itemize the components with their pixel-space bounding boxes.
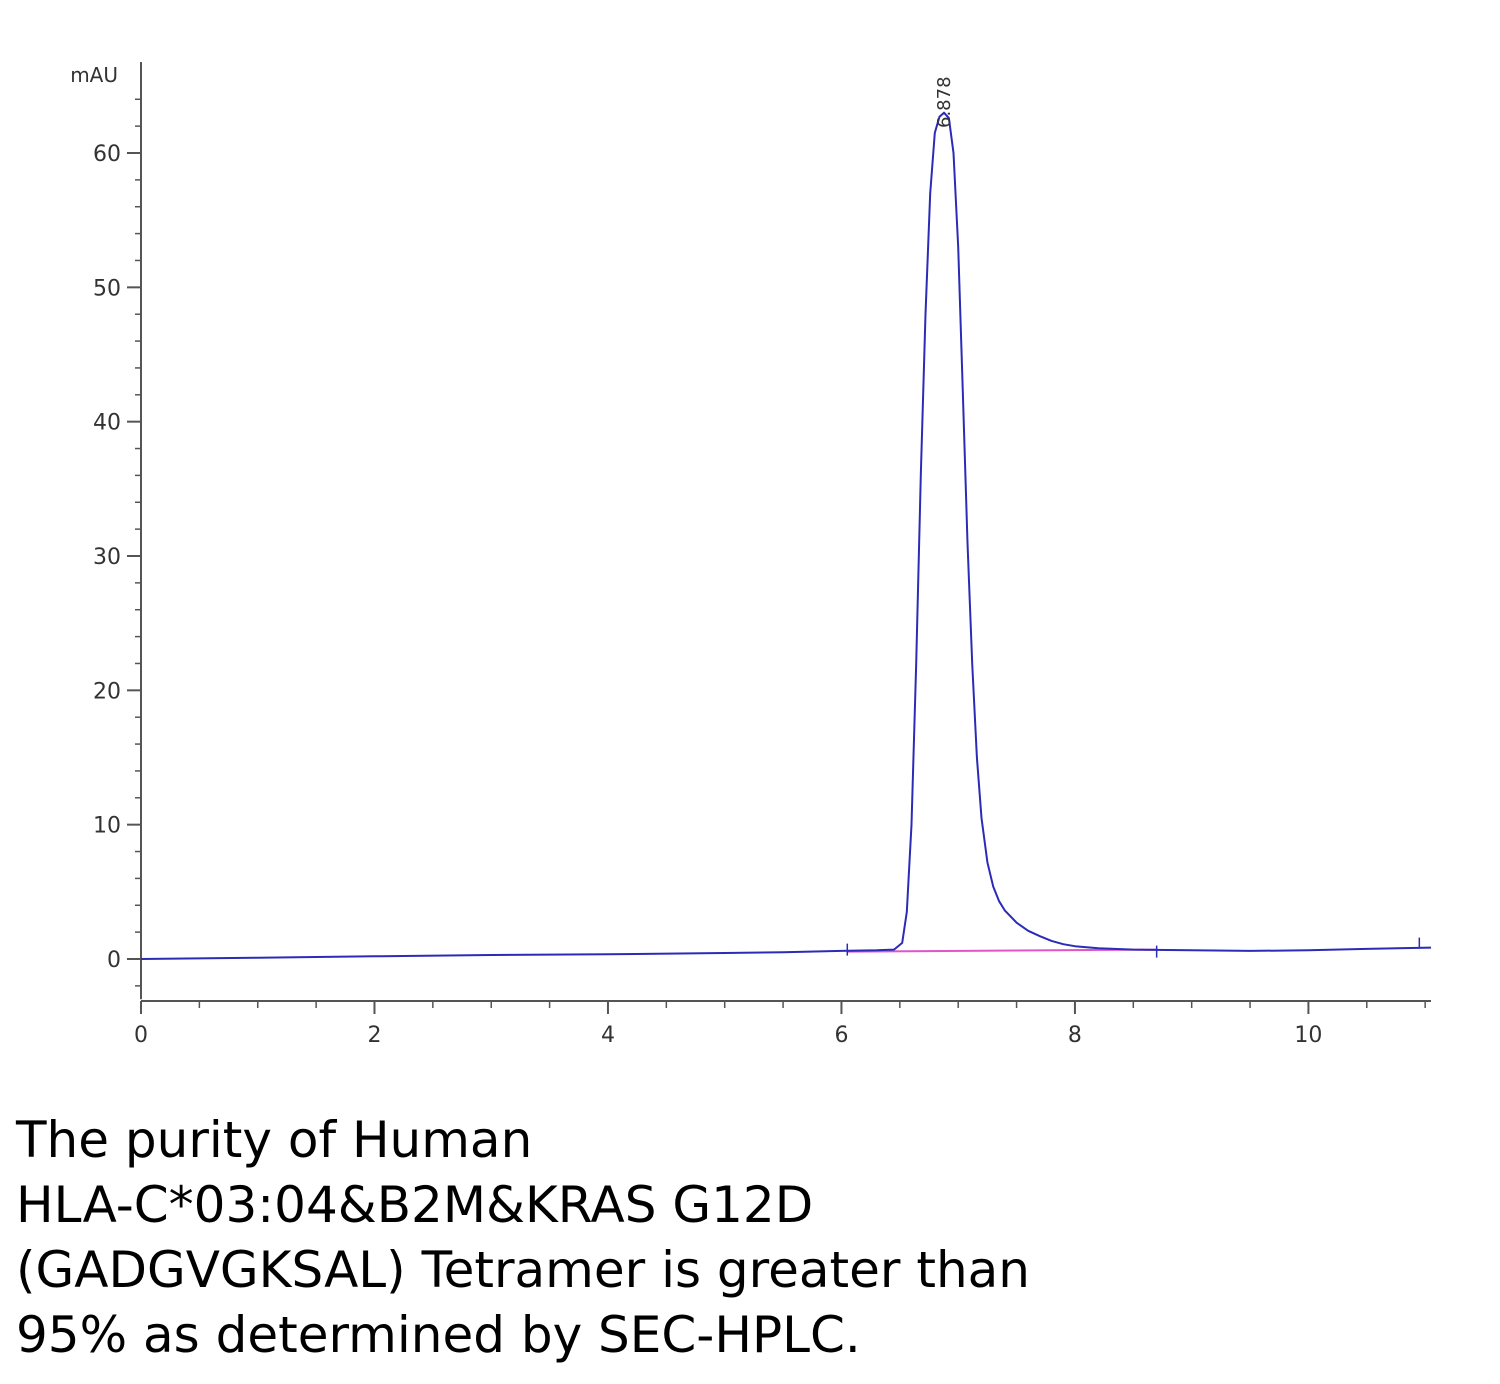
x-tick-label: 8 — [1068, 1023, 1082, 1048]
caption: The purity of Human HLA-C*03:04&B2M&KRAS… — [16, 1108, 1456, 1368]
y-tick-label: 10 — [93, 814, 121, 839]
y-tick-label: 50 — [93, 276, 121, 301]
signal-trace — [140, 111, 1432, 960]
chart-series — [140, 111, 1432, 960]
caption-line-2: HLA-C*03:04&B2M&KRAS G12D — [16, 1176, 814, 1234]
peak-retention-label: 6.878 — [934, 76, 955, 128]
caption-line-1: The purity of Human — [16, 1111, 533, 1169]
chart-labels: 6.878 — [934, 76, 955, 128]
y-tick-label: 60 — [93, 142, 121, 167]
x-tick-label: 0 — [134, 1023, 148, 1048]
integration-baseline — [847, 948, 1157, 953]
x-tick-label: 4 — [601, 1023, 615, 1048]
x-tick-label: 6 — [834, 1023, 848, 1048]
hplc-chromatogram: 0 10 20 30 40 50 60 mAU 0 2 4 6 8 10 6.878 — [70, 62, 1432, 1048]
y-axis-unit-label: mAU — [70, 63, 118, 87]
y-tick-label: 40 — [93, 411, 121, 436]
y-tick-label: 20 — [93, 679, 121, 704]
x-tick-label: 10 — [1294, 1023, 1322, 1048]
y-tick-label: 30 — [93, 545, 121, 570]
caption-line-4: 95% as determined by SEC-HPLC. — [16, 1306, 861, 1364]
chart-axes: 0 10 20 30 40 50 60 mAU 0 2 4 6 8 10 — [70, 62, 1431, 1048]
caption-line-3: (GADGVGKSAL) Tetramer is greater than — [16, 1241, 1030, 1299]
x-tick-label: 2 — [367, 1023, 381, 1048]
y-tick-label: 0 — [107, 948, 121, 973]
